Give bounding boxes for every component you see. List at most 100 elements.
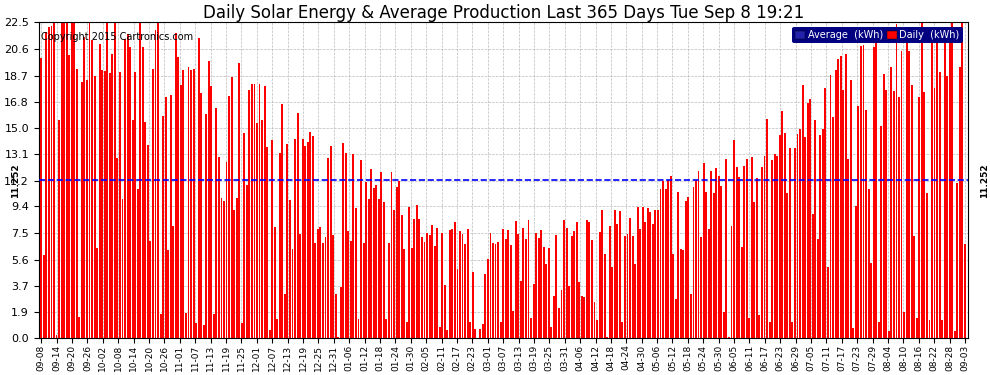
Bar	[193, 69, 194, 338]
Bar	[669, 176, 671, 338]
Bar	[218, 157, 220, 338]
Bar	[137, 189, 139, 338]
Bar	[169, 95, 171, 338]
Bar	[177, 57, 179, 338]
Bar	[210, 86, 212, 338]
Bar	[175, 33, 177, 338]
Bar	[825, 88, 827, 338]
Bar	[677, 192, 679, 338]
Bar	[926, 194, 928, 338]
Bar	[642, 207, 644, 338]
Bar	[573, 231, 575, 338]
Bar	[716, 168, 717, 338]
Bar	[198, 38, 200, 338]
Bar	[226, 162, 228, 338]
Bar	[398, 181, 400, 338]
Bar	[484, 274, 486, 338]
Bar	[119, 72, 121, 338]
Bar	[147, 145, 148, 338]
Bar	[464, 244, 466, 338]
Bar	[687, 197, 689, 338]
Bar	[53, 22, 54, 338]
Bar	[578, 282, 580, 338]
Bar	[682, 251, 684, 338]
Bar	[487, 259, 489, 338]
Bar	[520, 281, 522, 338]
Bar	[599, 231, 601, 338]
Bar	[619, 211, 621, 338]
Bar	[664, 189, 666, 338]
Bar	[609, 226, 611, 338]
Bar	[236, 198, 238, 338]
Bar	[885, 90, 887, 338]
Bar	[550, 327, 552, 338]
Bar	[152, 69, 153, 338]
Bar	[710, 171, 712, 338]
Bar	[893, 91, 895, 338]
Bar	[748, 318, 750, 338]
Bar	[124, 39, 126, 338]
Bar	[335, 294, 337, 338]
Bar	[685, 201, 687, 338]
Bar	[297, 112, 299, 338]
Bar	[703, 164, 705, 338]
Bar	[419, 219, 421, 338]
Bar	[591, 240, 593, 338]
Bar	[606, 337, 608, 338]
Bar	[327, 158, 329, 338]
Bar	[518, 234, 520, 338]
Bar	[274, 228, 275, 338]
Bar	[510, 245, 512, 338]
Bar	[838, 59, 840, 338]
Bar	[373, 188, 374, 338]
Bar	[294, 139, 296, 338]
Bar	[654, 210, 656, 338]
Bar	[601, 210, 603, 338]
Bar	[375, 185, 377, 338]
Bar	[248, 90, 250, 338]
Bar	[857, 105, 859, 338]
Bar	[956, 183, 958, 338]
Bar	[617, 224, 619, 338]
Bar	[830, 75, 832, 338]
Bar	[820, 135, 822, 338]
Bar	[883, 74, 885, 338]
Bar	[528, 220, 530, 338]
Bar	[385, 320, 387, 338]
Bar	[164, 97, 166, 338]
Bar	[614, 210, 616, 338]
Bar	[941, 320, 943, 338]
Bar	[157, 22, 159, 338]
Bar	[231, 77, 233, 338]
Bar	[948, 40, 950, 338]
Bar	[114, 22, 116, 338]
Bar	[76, 69, 78, 338]
Bar	[434, 246, 436, 338]
Bar	[594, 302, 595, 338]
Bar	[289, 200, 291, 338]
Bar	[312, 136, 314, 338]
Bar	[672, 254, 674, 338]
Bar	[934, 88, 936, 338]
Bar	[906, 43, 908, 338]
Bar	[929, 320, 931, 338]
Bar	[109, 74, 111, 338]
Bar	[246, 185, 248, 338]
Bar	[690, 294, 692, 338]
Bar	[380, 172, 382, 338]
Bar	[637, 207, 639, 338]
Bar	[149, 241, 151, 338]
Bar	[855, 206, 856, 338]
Bar	[849, 80, 851, 338]
Bar	[154, 30, 156, 338]
Bar	[954, 330, 955, 338]
Bar	[117, 159, 119, 338]
Bar	[94, 76, 96, 338]
Bar	[406, 322, 408, 338]
Bar	[802, 85, 804, 338]
Bar	[96, 248, 98, 338]
Bar	[182, 70, 184, 338]
Bar	[454, 222, 455, 338]
Bar	[659, 189, 661, 338]
Bar	[88, 22, 90, 338]
